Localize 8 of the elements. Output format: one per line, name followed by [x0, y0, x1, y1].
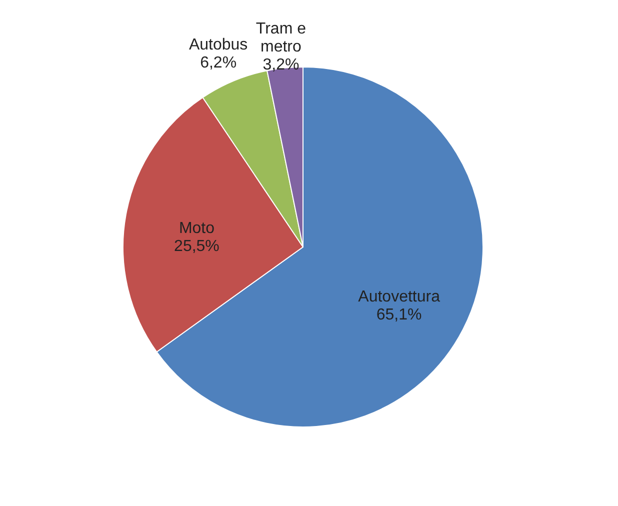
data-label: 3,2%: [262, 56, 300, 74]
data-label: 25,5%: [174, 238, 220, 255]
slice-label: Tram e metro: [256, 20, 306, 56]
slice-label: Moto: [178, 220, 215, 237]
slice-label: Autobus: [188, 36, 248, 54]
slice-label: Autovettura: [358, 288, 440, 306]
data-label: 65,1%: [376, 306, 422, 324]
data-label: 6,2%: [200, 54, 237, 72]
